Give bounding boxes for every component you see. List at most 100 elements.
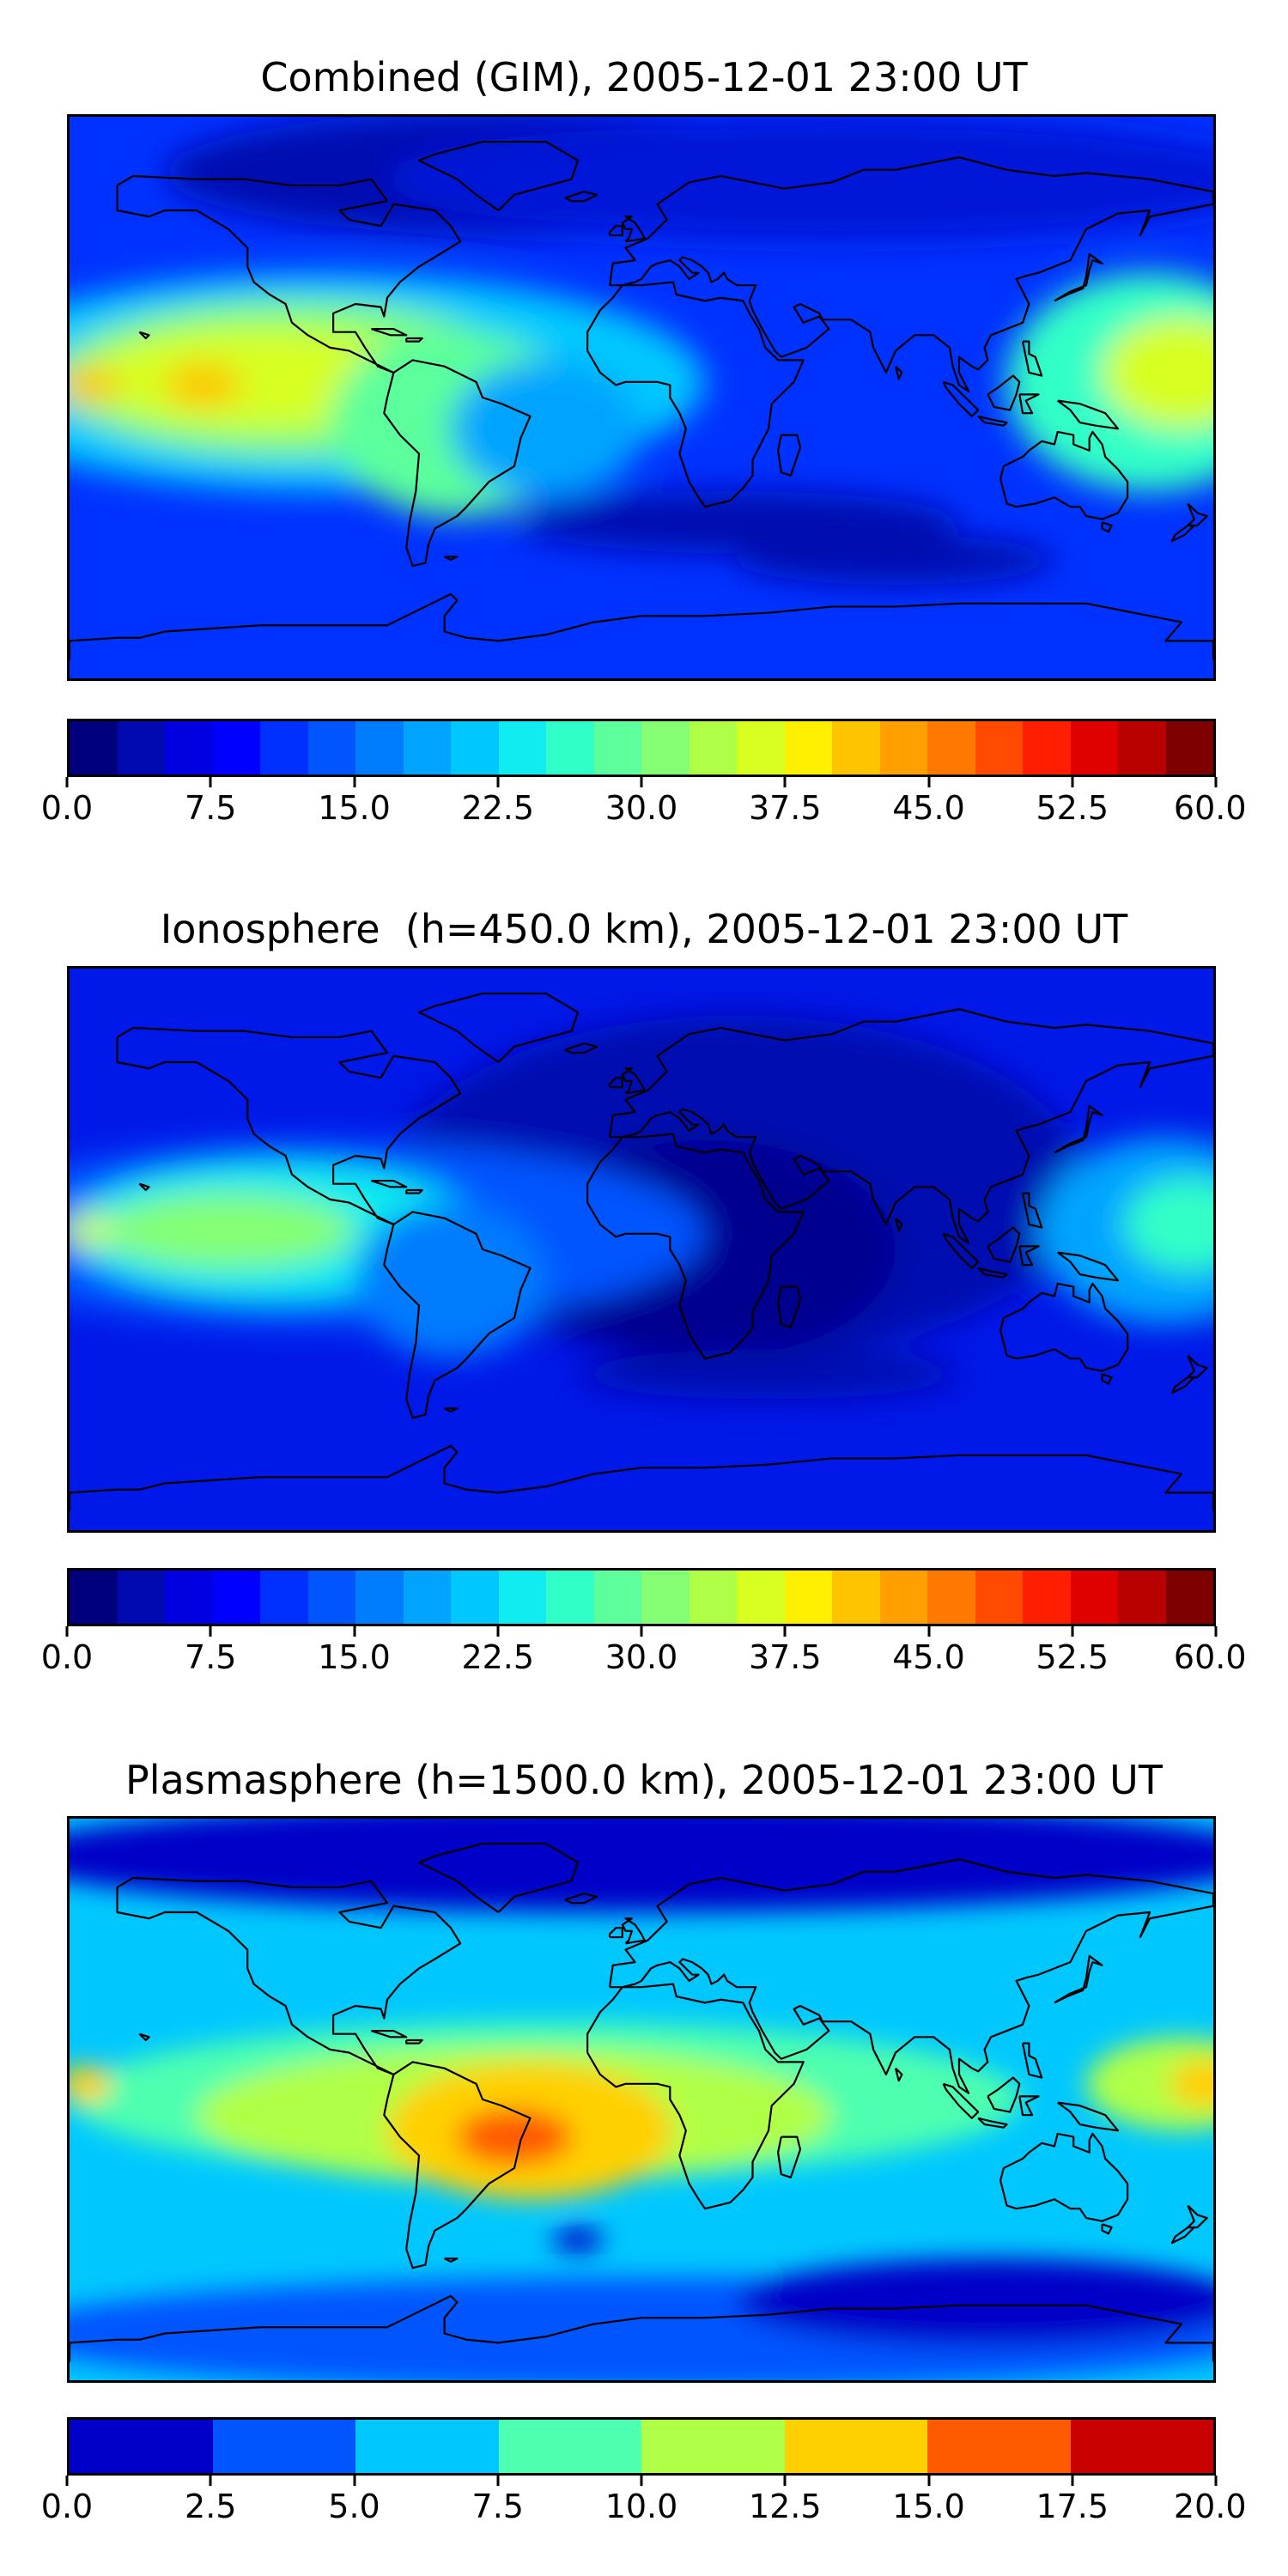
colorbar-segment (212, 1571, 260, 1624)
colorbar-tick (496, 777, 500, 787)
colorbar-tick (927, 1626, 930, 1637)
colorbar-segment (355, 721, 404, 775)
panel-3-map-svg (70, 1819, 1213, 2380)
colorbar-segment (784, 2420, 927, 2473)
colorbar-segment (593, 721, 641, 775)
panel-1-map-svg (70, 117, 1213, 678)
field-region (101, 1193, 355, 1268)
field-region (165, 363, 241, 407)
colorbar-tick (496, 2476, 500, 2486)
field-region (70, 366, 121, 404)
panel-2-title: Ionosphere (h=450.0 km), 2005-12-01 23:0… (160, 906, 1128, 952)
coastline (896, 367, 902, 380)
coastline (1103, 522, 1112, 532)
field-region (70, 2065, 112, 2103)
coastline (610, 1009, 1213, 1243)
colorbar-segment (70, 721, 118, 775)
colorbar-segment (927, 1571, 975, 1624)
field-region (1086, 2037, 1213, 2131)
colorbar-segment (1070, 2420, 1213, 2473)
colorbar-tick (65, 777, 69, 787)
colorbar-segment (927, 721, 975, 775)
coastline (1103, 1374, 1112, 1383)
coastline (1000, 1284, 1127, 1371)
colorbar-tick-label: 60.0 (1173, 789, 1247, 827)
colorbar-tick-label: 37.5 (748, 1638, 822, 1676)
colorbar-tick-label: 5.0 (328, 2488, 380, 2525)
coastline (565, 191, 597, 201)
coastline (1054, 1956, 1103, 2003)
colorbar-segment (498, 721, 546, 775)
colorbar-tick (209, 2476, 212, 2486)
coastline (1172, 2227, 1194, 2243)
colorbar-tick (927, 777, 930, 787)
coastline (610, 1928, 623, 1937)
coastline (419, 142, 578, 210)
colorbar-segment (641, 721, 690, 775)
coastline (778, 2137, 800, 2178)
coastline (139, 1184, 149, 1190)
colorbar-tick-label: 15.0 (892, 2488, 965, 2525)
coastline (1000, 432, 1127, 519)
colorbar-segment (1070, 1571, 1118, 1624)
colorbar-segment (165, 1571, 213, 1624)
coastline (610, 1078, 623, 1087)
colorbar-tick (65, 2476, 69, 2486)
colorbar-segment (70, 2420, 213, 2473)
colorbar-tick (1071, 2476, 1074, 2486)
coastline (610, 157, 1213, 392)
coastline (1172, 1377, 1194, 1393)
coastline (445, 556, 458, 560)
coastline (384, 360, 530, 566)
colorbar-segment (784, 721, 832, 775)
colorbar-tick (353, 777, 355, 787)
colorbar-tick (783, 2476, 787, 2486)
colorbar-segment (546, 721, 594, 775)
colorbar-segment (1070, 721, 1118, 775)
colorbar-tick (640, 777, 643, 787)
coastline (118, 1878, 461, 2075)
coastline (1058, 2103, 1118, 2131)
colorbar-segment (593, 1571, 641, 1624)
colorbar-tick (640, 1626, 643, 1637)
colorbar-segment (1165, 1571, 1213, 1624)
coastline (778, 435, 800, 476)
colorbar-segment (641, 2420, 785, 2473)
coastline (1188, 504, 1206, 526)
colorbar-segment (451, 1571, 499, 1624)
colorbar-segment (879, 721, 927, 775)
colorbar-tick-label: 30.0 (605, 789, 678, 827)
coastline (610, 226, 623, 235)
colorbar-tick-label: 0.0 (40, 2488, 94, 2525)
coastline (587, 283, 804, 507)
colorbar-segment (737, 1571, 785, 1624)
field-region (1102, 316, 1213, 429)
coastline (372, 329, 407, 335)
coastline (406, 1190, 422, 1194)
panel-2-coastlines (70, 993, 1213, 1511)
colorbar-segment (975, 721, 1023, 775)
colorbar-tick-label: 7.5 (471, 2488, 524, 2525)
colorbar-tick-label: 0.0 (40, 1638, 94, 1676)
coastline (1188, 1356, 1206, 1377)
colorbar-segment (1118, 721, 1166, 775)
colorbar-tick-label: 22.5 (461, 789, 535, 827)
colorbar-segment (689, 1571, 737, 1624)
coastline (1000, 2134, 1127, 2221)
colorbar-tick (1214, 777, 1218, 787)
coastline (896, 1218, 902, 1231)
coastline (1054, 254, 1103, 301)
colorbar-segment (1165, 721, 1213, 775)
coastline (944, 1234, 979, 1268)
colorbar-tick (353, 2476, 355, 2486)
colorbar-tick-label: 20.0 (1173, 2488, 1247, 2525)
panel-1-colorbar (67, 719, 1216, 777)
coastline (778, 1287, 800, 1327)
colorbar-segment (498, 1571, 546, 1624)
coastline (1023, 342, 1042, 376)
coastline (406, 2040, 422, 2044)
colorbar-tick (783, 1626, 787, 1637)
field-region (451, 360, 641, 498)
panel-3-title: Plasmasphere (h=1500.0 km), 2005-12-01 2… (125, 1757, 1163, 1803)
colorbar-tick (1071, 1626, 1074, 1637)
